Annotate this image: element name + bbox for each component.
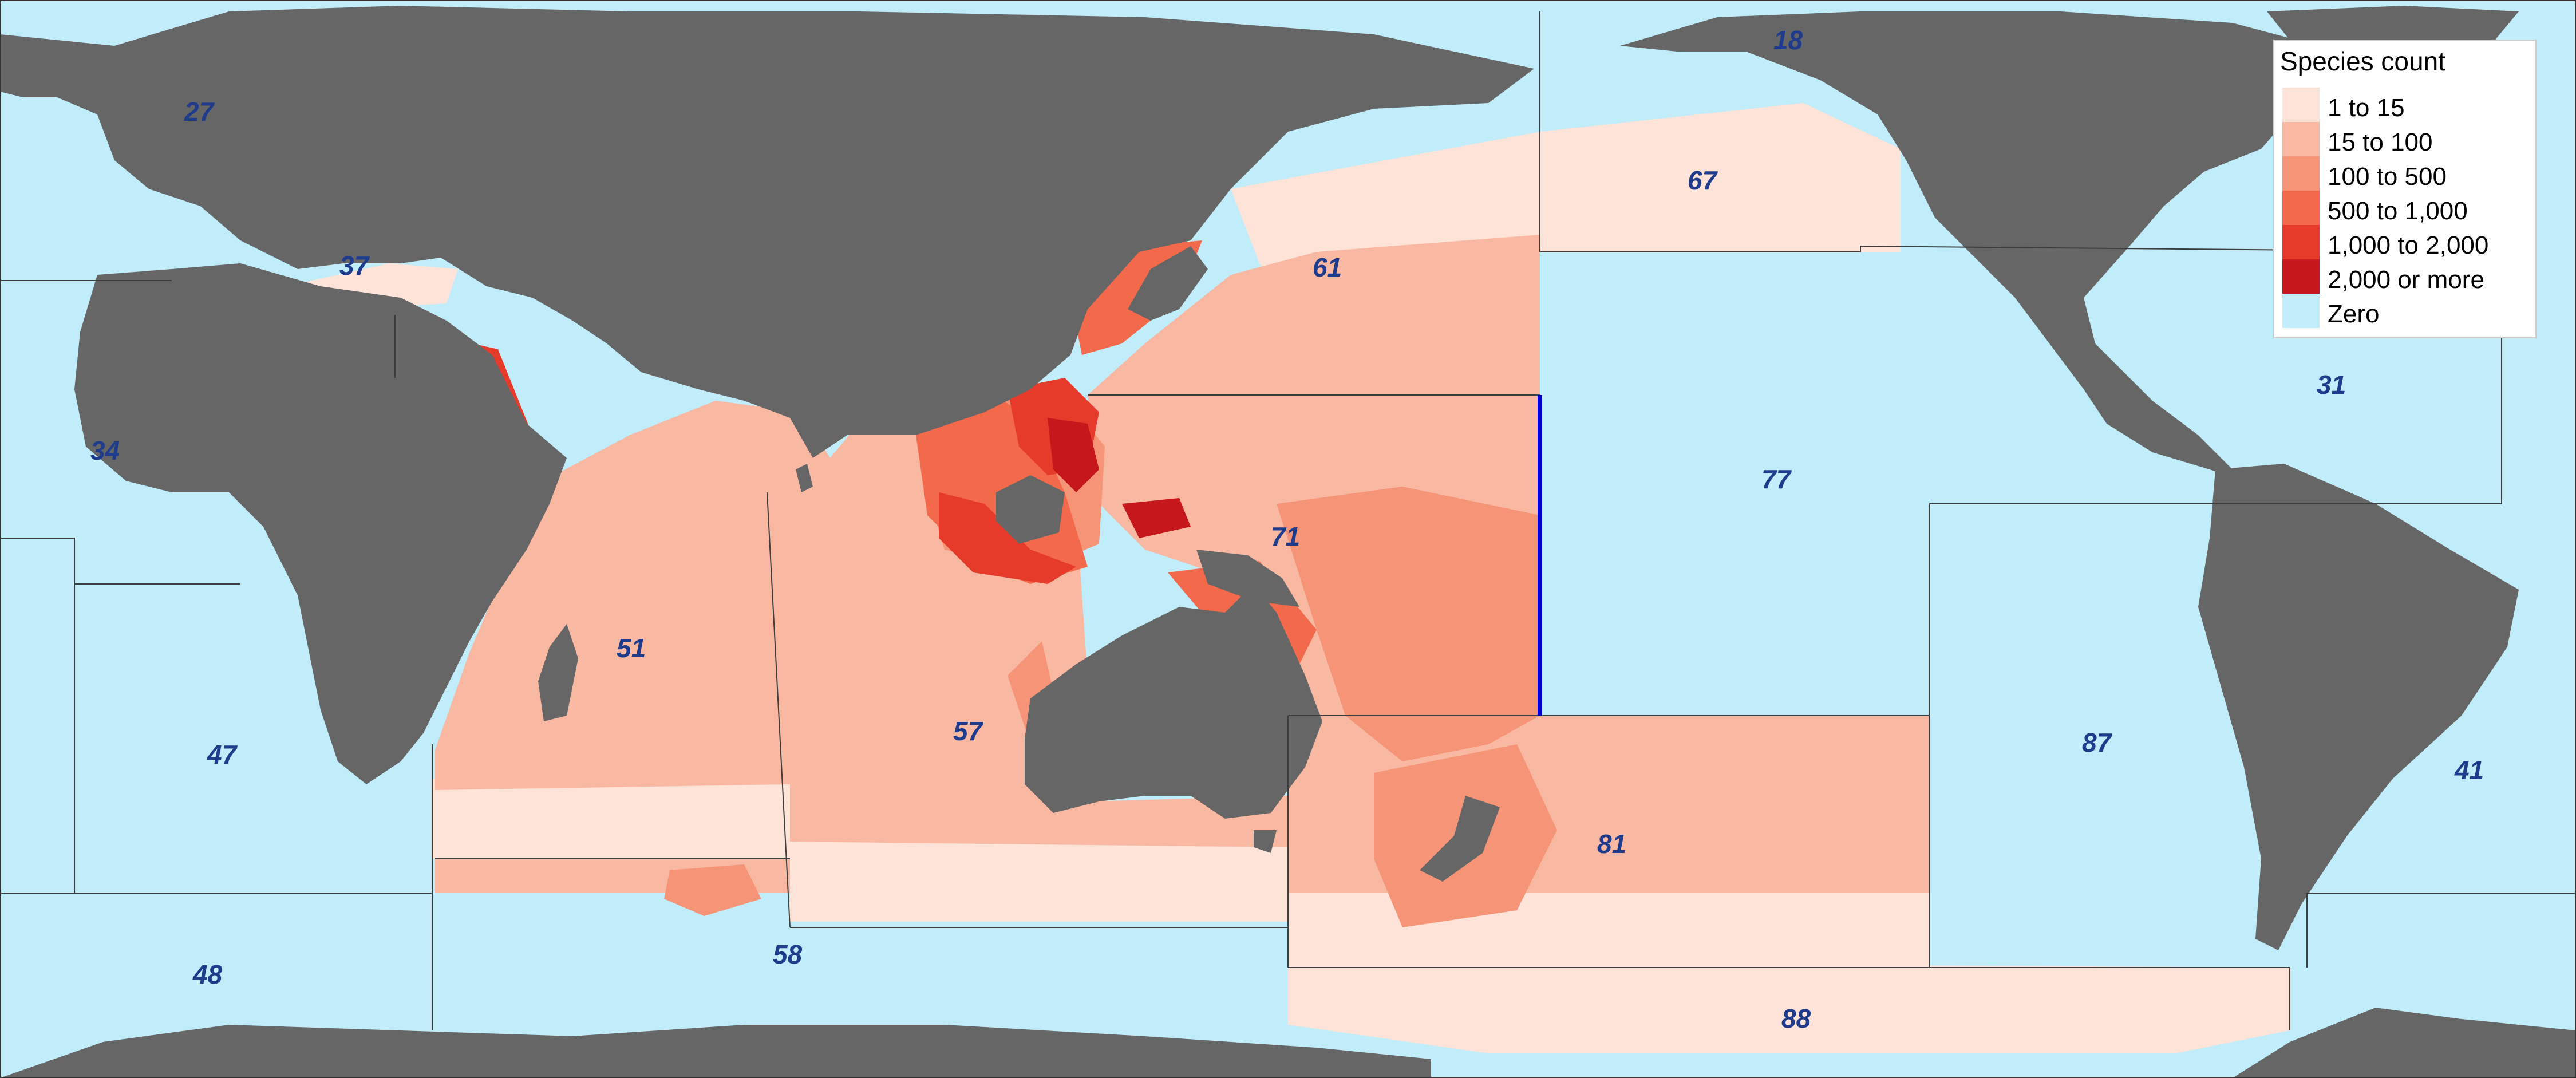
legend-swatch-15-100 <box>2282 122 2320 156</box>
area-label-58: 58 <box>773 939 803 969</box>
area-label-77: 77 <box>1761 464 1792 494</box>
land-madagascar <box>538 624 578 721</box>
area-label-81: 81 <box>1597 829 1626 859</box>
land-antarctica <box>0 1025 1431 1078</box>
legend-swatch-zero <box>2282 294 2320 328</box>
area-label-48: 48 <box>192 959 223 989</box>
shade-area-88-southern <box>1288 962 2290 1053</box>
land <box>0 6 2576 1078</box>
land-antarctica-east <box>2233 1008 2576 1078</box>
land-sri-lanka <box>796 464 813 492</box>
legend-label-zero: Zero <box>2328 300 2379 328</box>
shade-indonesia-arc <box>939 492 1076 584</box>
area-label-87: 87 <box>2082 728 2113 757</box>
land-south-america <box>2198 464 2519 950</box>
legend-label-2000-plus: 2,000 or more <box>2328 266 2484 294</box>
area-label-71: 71 <box>1271 522 1300 551</box>
legend-swatch-500-1000 <box>2282 191 2320 225</box>
legend-swatch-2000-plus <box>2282 259 2320 294</box>
land-borneo <box>996 475 1065 544</box>
shade-coral-sea <box>1277 487 1540 761</box>
area-label-57: 57 <box>953 716 984 746</box>
land-new-zealand <box>1420 796 1500 882</box>
land-tasmania <box>1254 830 1277 853</box>
land-africa <box>74 263 567 784</box>
legend-swatch-1000-2000 <box>2282 225 2320 259</box>
area-label-37: 37 <box>339 251 370 281</box>
land-uk <box>166 97 206 172</box>
legend-label-1000-2000: 1,000 to 2,000 <box>2328 231 2488 259</box>
area-label-51: 51 <box>617 633 646 663</box>
legend-label-100-500: 100 to 500 <box>2328 163 2447 191</box>
boundary-67-77 <box>1540 245 2502 252</box>
legend-label-500-1000: 500 to 1,000 <box>2328 197 2468 225</box>
fishing-area-labels: 18 27 37 34 47 48 51 57 58 61 67 71 77 8… <box>90 25 2484 1033</box>
area-label-88: 88 <box>1781 1004 1811 1033</box>
area-label-18: 18 <box>1773 25 1803 55</box>
legend-swatch-1-15 <box>2282 88 2320 122</box>
shade-area-81-south <box>1288 893 1929 968</box>
legend-label-1-15: 1 to 15 <box>2328 94 2405 122</box>
area-label-61: 61 <box>1313 252 1342 282</box>
species-shading <box>286 103 2290 1053</box>
area-label-34: 34 <box>90 436 120 465</box>
shade-coral-triangle <box>1048 418 1099 492</box>
shade-area-51-south <box>432 779 790 859</box>
area-label-41: 41 <box>2454 755 2484 785</box>
land-new-guinea <box>1196 550 1299 607</box>
shade-area-57-south <box>790 842 1288 922</box>
legend: Species count 1 to 15 15 to 100 100 to 5… <box>2273 40 2537 338</box>
boundary-51-57 <box>767 492 791 928</box>
area-label-47: 47 <box>207 740 238 769</box>
land-north-america <box>1620 11 2347 492</box>
legend-swatch-100-500 <box>2282 156 2320 191</box>
land-eurasia <box>0 6 1534 458</box>
legend-label-15-100: 15 to 100 <box>2328 128 2433 156</box>
legend-title: Species count <box>2280 46 2445 76</box>
land-japan <box>1128 246 1208 321</box>
area-label-27: 27 <box>184 97 215 127</box>
area-label-67: 67 <box>1688 165 1718 195</box>
area-label-31: 31 <box>2317 370 2346 400</box>
land-australia <box>1025 584 1322 819</box>
shade-banda <box>1122 498 1191 538</box>
shade-sub-antarctic <box>664 864 761 916</box>
